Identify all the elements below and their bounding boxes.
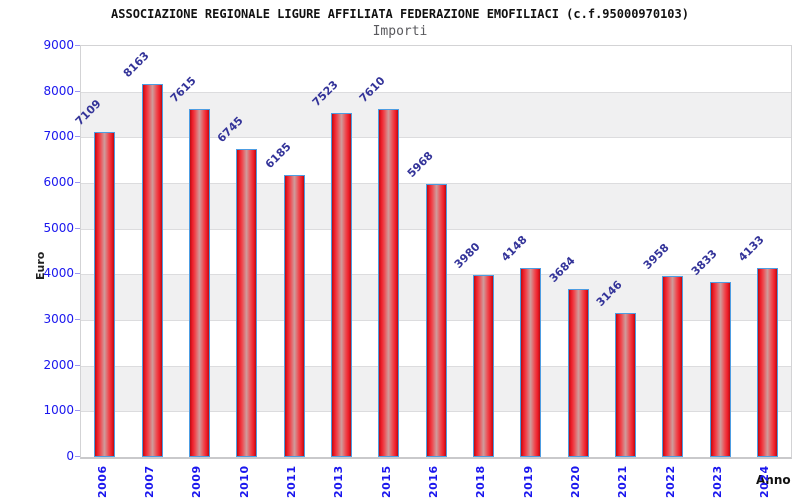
bar-2006 [94, 132, 116, 457]
x-tick-label-2009: 2009 [190, 465, 204, 498]
bar-2015 [378, 109, 400, 457]
y-tick-label: 1000 [43, 403, 74, 418]
y-tick-mark [75, 136, 80, 138]
grid-band [81, 137, 791, 183]
bar-2016 [425, 184, 447, 457]
bar-2024 [756, 268, 778, 457]
bar-2021 [614, 313, 636, 457]
grid-band [81, 46, 791, 92]
y-tick-mark [75, 364, 80, 366]
bar-2007 [141, 84, 163, 457]
bar-2019 [520, 267, 542, 457]
x-tick-label-2018: 2018 [474, 465, 488, 498]
y-tick-mark [75, 45, 80, 46]
x-tick-label-2024: 2024 [758, 465, 772, 498]
x-tick-label-2011: 2011 [285, 465, 298, 498]
bar-2009 [188, 109, 210, 457]
y-tick-mark [75, 456, 80, 457]
x-tick-label-2020: 2020 [569, 465, 582, 498]
grid-band [81, 91, 791, 138]
x-tick-label-2015: 2015 [379, 465, 393, 498]
y-tick-label: 6000 [43, 175, 74, 189]
bar-2013 [330, 113, 352, 457]
x-tick-label-2007: 2007 [143, 465, 156, 498]
x-tick-label-2010: 2010 [237, 465, 251, 498]
y-tick-label: 8000 [43, 83, 74, 98]
plot-area: 7109 8163 7615 6745 6185 7523 7610 5968 3980 4148… [73, 45, 792, 459]
x-tick-label-2013: 2013 [332, 465, 346, 498]
y-tick-mark [75, 319, 80, 320]
chart-subtitle: Importi [372, 24, 428, 39]
y-tick-mark [75, 273, 80, 275]
bar-2023 [709, 281, 731, 457]
x-tick-label-2006: 2006 [95, 465, 109, 498]
y-tick-label: 9000 [43, 38, 74, 52]
y-tick-label: 0 [66, 449, 74, 463]
x-tick-label-2023: 2023 [711, 465, 724, 498]
x-tick-label-2022: 2022 [663, 465, 677, 498]
x-tick-label-2016: 2016 [427, 465, 440, 498]
bar-2018 [472, 275, 494, 457]
y-tick-label: 4000 [43, 266, 74, 281]
y-tick-label: 3000 [43, 312, 74, 326]
bar-2011 [283, 174, 305, 457]
y-tick-label: 7000 [43, 129, 74, 144]
y-tick-mark [75, 410, 80, 412]
chart-title: ASSOCIAZIONE REGIONALE LIGURE AFFILIATA … [111, 7, 689, 21]
y-tick-mark [75, 182, 80, 183]
bar-2020 [567, 288, 589, 457]
y-tick-mark [75, 90, 80, 92]
y-tick-mark [75, 227, 80, 229]
x-tick-label-2019: 2019 [521, 465, 535, 498]
bar-2022 [662, 276, 684, 457]
bar-2010 [236, 148, 258, 457]
x-axis-title: Anno [756, 473, 791, 487]
x-tick-label-2021: 2021 [616, 465, 630, 498]
y-tick-label: 5000 [43, 220, 74, 235]
y-tick-label: 2000 [43, 357, 74, 372]
